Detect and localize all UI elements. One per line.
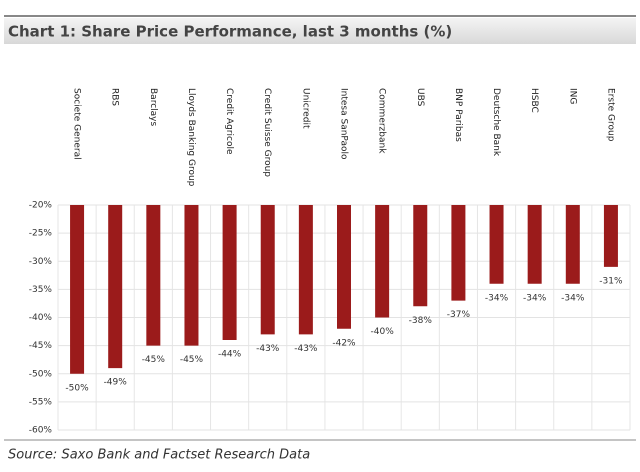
value-label: -45%: [142, 355, 166, 365]
bar: [337, 205, 351, 329]
value-label: -34%: [523, 293, 547, 303]
value-label: -34%: [561, 293, 585, 303]
y-tick-label: -50%: [29, 369, 53, 379]
value-label: -45%: [180, 355, 204, 365]
value-label: -40%: [371, 327, 395, 337]
bar: [222, 205, 237, 340]
bar: [489, 205, 504, 284]
value-label: -44%: [218, 350, 242, 360]
value-label: -31%: [599, 276, 623, 286]
bar: [146, 205, 161, 346]
x-tick-label: Deutsche Bank: [491, 88, 501, 157]
y-tick-label: -20%: [29, 201, 53, 211]
title-band: [4, 18, 636, 44]
y-tick-label: -45%: [29, 341, 53, 351]
y-tick-label: -35%: [29, 285, 53, 295]
x-tick-label: Societe General: [72, 88, 82, 160]
bar: [527, 205, 542, 284]
bar: [413, 205, 428, 307]
value-label: -34%: [485, 293, 509, 303]
x-tick-label: Erste Group: [605, 88, 615, 142]
bar: [565, 205, 580, 284]
value-label: -37%: [447, 310, 471, 320]
source: Source: Saxo Bank and Factset Research D…: [8, 448, 310, 463]
bar: [184, 205, 199, 346]
bar: [451, 205, 466, 301]
x-tick-label: RBS: [110, 88, 120, 106]
x-tick-label: Commerzbank: [377, 88, 387, 154]
value-label: -50%: [65, 383, 89, 393]
x-tick-label: Credit Suisse Group: [262, 88, 272, 177]
y-tick-label: -25%: [29, 229, 53, 239]
chart-title: Chart 1: Share Price Performance, last 3…: [8, 23, 452, 41]
value-label: -42%: [332, 338, 356, 348]
x-tick-label: BNP Paribas: [453, 88, 463, 142]
value-label: -38%: [409, 316, 433, 326]
bar: [70, 205, 85, 374]
bar: [298, 205, 313, 335]
value-label: -43%: [256, 344, 280, 354]
y-tick-label: -55%: [29, 397, 53, 407]
bar: [603, 205, 618, 267]
x-tick-label: HSBC: [529, 88, 539, 113]
x-tick-label: Barclays: [148, 88, 158, 126]
x-tick-label: UBS: [415, 88, 425, 107]
value-label: -43%: [294, 344, 318, 354]
value-label: -49%: [104, 378, 128, 388]
x-tick-label: Lloyds Banking Group: [186, 88, 196, 187]
y-tick-label: -40%: [29, 313, 53, 323]
x-tick-label: Intesa SanPaolo: [339, 88, 349, 160]
x-tick-label: Credit Agricole: [224, 88, 234, 155]
x-tick-label: ING: [567, 88, 577, 104]
x-tick-label: Unicredit: [300, 88, 310, 129]
y-tick-label: -60%: [29, 426, 53, 436]
bar: [375, 205, 390, 318]
y-tick-label: -30%: [29, 257, 53, 267]
bar: [108, 205, 123, 369]
bar: [260, 205, 275, 335]
